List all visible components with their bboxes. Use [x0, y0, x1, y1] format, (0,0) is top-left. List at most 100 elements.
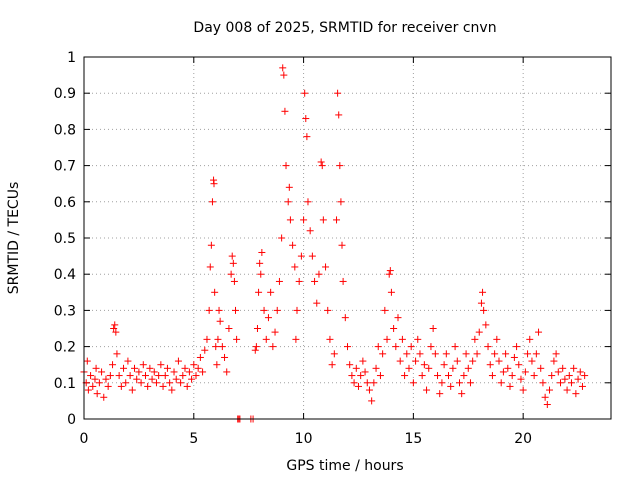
data-point — [328, 361, 336, 369]
data-point — [337, 198, 345, 206]
data-point — [308, 252, 316, 260]
y-tick-label: 0.1 — [54, 376, 76, 392]
y-tick-label: 0 — [67, 412, 76, 428]
data-point — [535, 328, 543, 336]
data-point — [556, 379, 564, 387]
data-point — [110, 325, 118, 332]
data-point — [546, 386, 554, 394]
data-point — [302, 115, 310, 123]
data-point — [488, 372, 496, 380]
y-tick-label: 0.8 — [54, 122, 76, 138]
data-point — [139, 361, 147, 369]
data-point — [152, 379, 160, 387]
data-point — [412, 357, 420, 365]
data-point — [330, 350, 338, 358]
data-point — [207, 241, 215, 249]
data-point — [115, 372, 123, 380]
grid-lines — [84, 57, 611, 419]
data-points — [80, 64, 589, 423]
data-point — [401, 372, 409, 380]
data-point — [526, 335, 534, 343]
data-point — [177, 379, 185, 387]
data-point — [379, 350, 387, 358]
data-point — [112, 328, 120, 336]
data-point — [548, 372, 556, 380]
data-point — [93, 390, 101, 398]
data-point — [293, 306, 301, 314]
data-point — [354, 382, 362, 390]
data-point — [89, 382, 97, 390]
chart-title: Day 008 of 2025, SRMTID for receiver cnv… — [193, 20, 496, 36]
data-point — [208, 198, 216, 206]
data-point — [374, 343, 382, 351]
data-point — [273, 306, 281, 314]
data-point — [578, 382, 586, 390]
data-point — [159, 382, 167, 390]
data-point — [317, 158, 325, 166]
data-point — [532, 350, 540, 358]
data-point — [479, 288, 487, 296]
data-point — [87, 372, 95, 380]
y-axis: 0 0.1 0.2 0.3 0.4 0.5 0.6 0.7 0.8 0.9 1 — [54, 50, 611, 428]
data-point — [403, 350, 411, 358]
data-point — [271, 328, 279, 336]
data-point — [212, 343, 220, 351]
data-point — [440, 361, 448, 369]
data-point — [128, 386, 136, 394]
data-point — [482, 321, 490, 329]
data-point — [567, 379, 575, 387]
x-tick-label: 0 — [80, 431, 89, 447]
data-point — [292, 335, 300, 343]
data-point — [172, 375, 180, 383]
data-point — [304, 198, 312, 206]
data-point — [466, 379, 474, 387]
data-point — [550, 357, 558, 365]
data-point — [392, 343, 400, 351]
data-point — [279, 64, 287, 72]
data-point — [264, 314, 272, 322]
data-point — [447, 382, 455, 390]
data-point — [91, 375, 99, 383]
data-point — [166, 379, 174, 387]
y-tick-label: 0.5 — [54, 231, 76, 247]
data-point — [111, 321, 119, 329]
data-point — [192, 372, 200, 380]
data-point — [574, 375, 582, 383]
data-point — [206, 263, 214, 271]
data-point — [359, 357, 367, 365]
data-point — [225, 325, 233, 332]
data-point — [282, 162, 290, 170]
data-point — [318, 162, 326, 170]
data-point — [361, 368, 369, 376]
data-point — [257, 270, 265, 278]
data-point — [352, 364, 360, 372]
data-point — [148, 375, 156, 383]
data-point — [334, 89, 342, 97]
data-point — [368, 397, 376, 405]
data-point — [442, 350, 450, 358]
data-point — [280, 71, 288, 79]
data-point — [539, 379, 547, 387]
x-tick-label: 10 — [295, 431, 313, 447]
data-point — [581, 372, 589, 380]
data-point — [188, 375, 196, 383]
y-tick-label: 0.4 — [54, 267, 76, 283]
data-point — [285, 183, 293, 191]
data-point — [289, 241, 297, 249]
data-point — [260, 306, 268, 314]
data-point — [228, 252, 236, 260]
data-point — [517, 375, 525, 383]
data-point — [211, 288, 219, 296]
data-point — [221, 353, 229, 361]
data-point — [84, 386, 92, 394]
data-point — [146, 364, 154, 372]
data-point — [102, 375, 110, 383]
data-point — [104, 382, 112, 390]
data-point — [185, 368, 193, 376]
data-point — [295, 277, 303, 285]
data-point — [109, 361, 117, 369]
data-point — [561, 375, 569, 383]
data-point — [383, 335, 391, 343]
data-point — [196, 353, 204, 361]
data-point — [484, 343, 492, 351]
